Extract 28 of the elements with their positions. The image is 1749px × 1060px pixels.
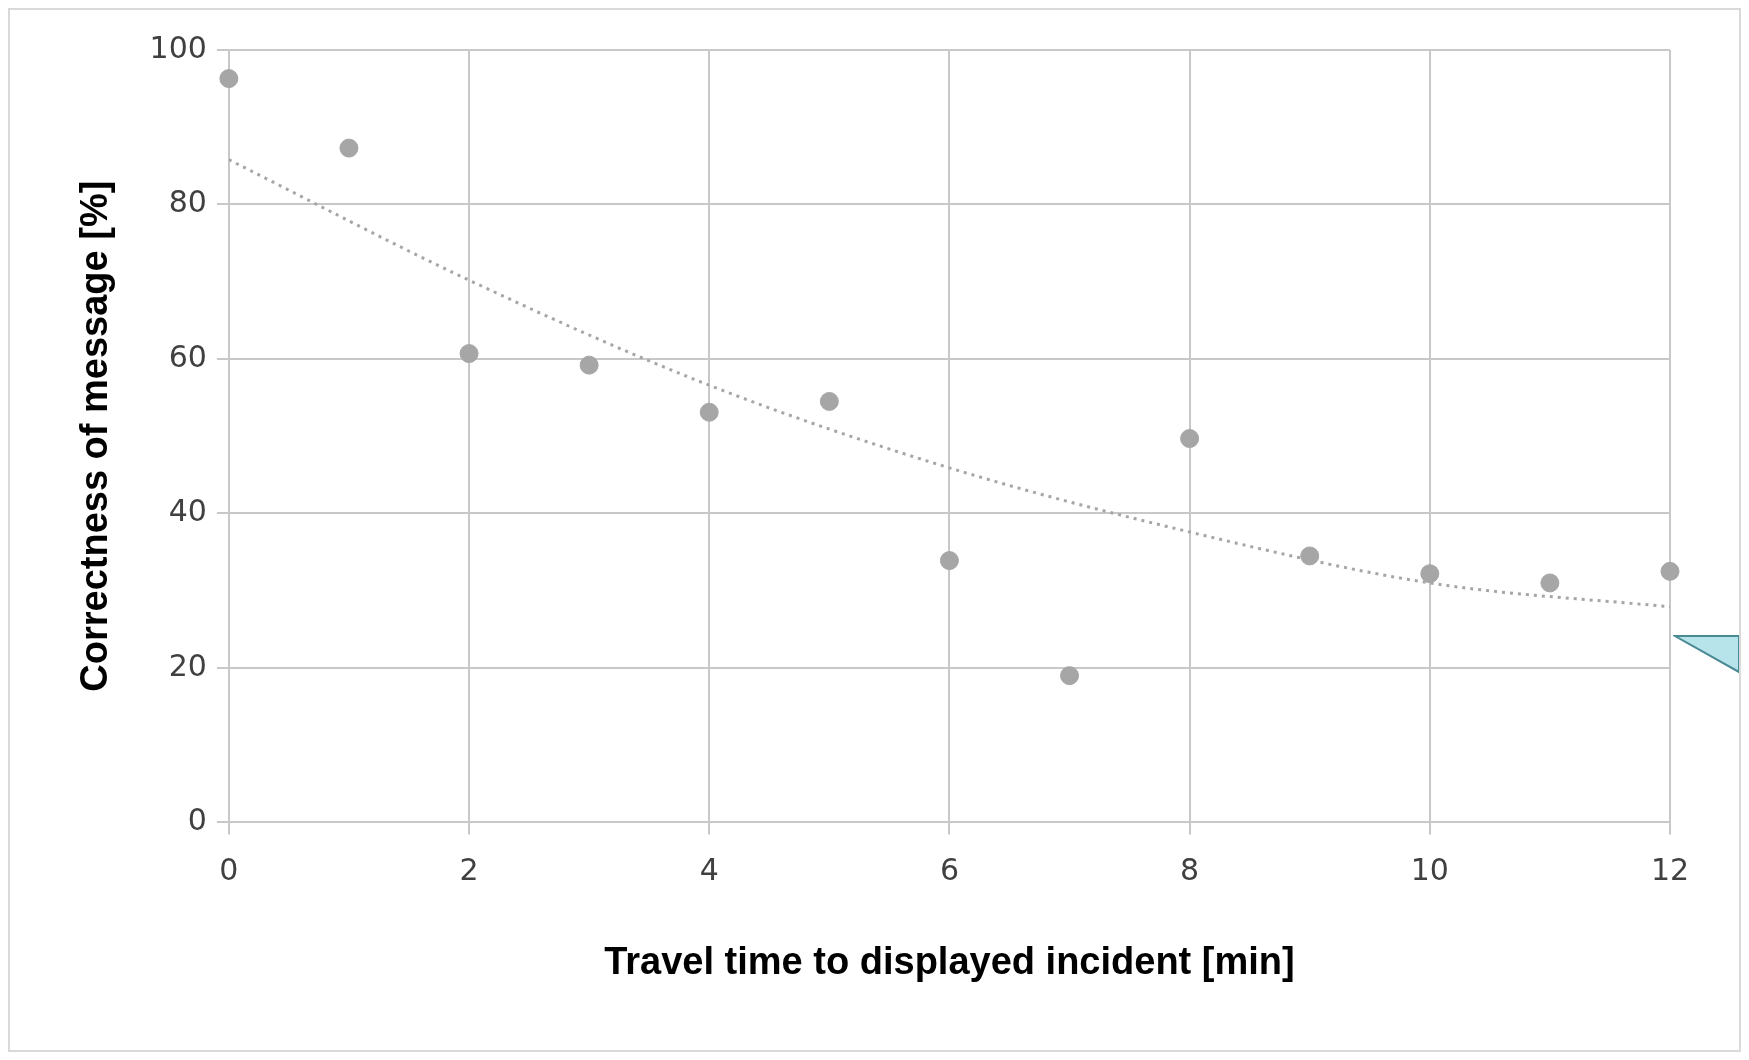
point	[1540, 573, 1560, 593]
point	[459, 344, 479, 364]
point	[1420, 564, 1440, 584]
y-tick-label: 20	[168, 647, 207, 683]
y-tick-label: 80	[168, 184, 207, 220]
x-axis-title: Travel time to displayed incident [min]	[604, 939, 1295, 982]
point	[819, 391, 839, 411]
point	[1060, 666, 1080, 686]
point	[579, 355, 599, 375]
point	[699, 402, 719, 422]
x-tick-label: 8	[1180, 852, 1200, 888]
point	[1180, 429, 1200, 449]
point	[939, 551, 959, 571]
x-tick-label: 10	[1410, 852, 1449, 888]
x-tick-label: 2	[459, 852, 479, 888]
y-tick-label: 60	[168, 338, 207, 374]
point	[1660, 561, 1680, 581]
y-axis-title: Correctness of message [%]	[73, 180, 116, 692]
point	[1300, 546, 1320, 566]
y-tick-label: 100	[149, 29, 207, 65]
y-tick-label: 0	[187, 802, 207, 838]
y-tick-label: 40	[168, 493, 207, 529]
x-tick-label: 0	[219, 852, 239, 888]
point	[339, 138, 359, 158]
point	[219, 69, 239, 89]
x-tick-label: 4	[699, 852, 719, 888]
x-tick-label: 12	[1650, 852, 1690, 888]
x-tick-label: 6	[939, 852, 959, 888]
